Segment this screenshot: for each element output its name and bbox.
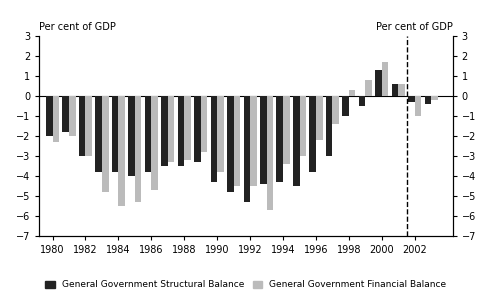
Bar — [415, 96, 421, 116]
Bar — [300, 96, 306, 156]
Bar — [184, 96, 191, 160]
Bar — [53, 96, 59, 142]
Bar — [359, 96, 366, 106]
Bar — [79, 96, 86, 156]
Bar — [425, 96, 431, 104]
Text: Per cent of GDP: Per cent of GDP — [376, 22, 453, 32]
Bar — [431, 96, 438, 100]
Bar — [46, 96, 53, 136]
Legend: General Government Structural Balance, General Government Financial Balance: General Government Structural Balance, G… — [42, 277, 450, 293]
Bar — [86, 96, 92, 156]
Bar — [408, 96, 415, 102]
Bar — [152, 96, 158, 190]
Bar — [399, 84, 405, 96]
Bar — [277, 96, 283, 182]
Bar — [375, 70, 382, 96]
Bar — [102, 96, 109, 192]
Bar — [194, 96, 201, 162]
Bar — [227, 96, 234, 192]
Bar — [326, 96, 333, 156]
Bar — [161, 96, 168, 166]
Bar — [211, 96, 217, 182]
Bar — [95, 96, 102, 172]
Bar — [260, 96, 267, 184]
Bar — [234, 96, 240, 186]
Bar — [293, 96, 300, 186]
Bar — [168, 96, 174, 162]
Bar — [135, 96, 141, 202]
Bar — [119, 96, 125, 206]
Bar — [178, 96, 184, 166]
Bar — [309, 96, 316, 172]
Bar — [128, 96, 135, 176]
Bar — [366, 80, 372, 96]
Bar — [382, 62, 388, 96]
Bar — [349, 90, 356, 96]
Bar — [342, 96, 349, 116]
Bar — [244, 96, 250, 202]
Bar — [62, 96, 69, 132]
Bar — [217, 96, 224, 172]
Bar — [316, 96, 323, 140]
Bar — [392, 84, 399, 96]
Text: Per cent of GDP: Per cent of GDP — [39, 22, 116, 32]
Bar — [201, 96, 207, 152]
Bar — [112, 96, 119, 172]
Bar — [250, 96, 257, 186]
Bar — [333, 96, 339, 124]
Bar — [267, 96, 273, 210]
Bar — [145, 96, 152, 172]
Bar — [69, 96, 76, 136]
Bar — [283, 96, 290, 164]
